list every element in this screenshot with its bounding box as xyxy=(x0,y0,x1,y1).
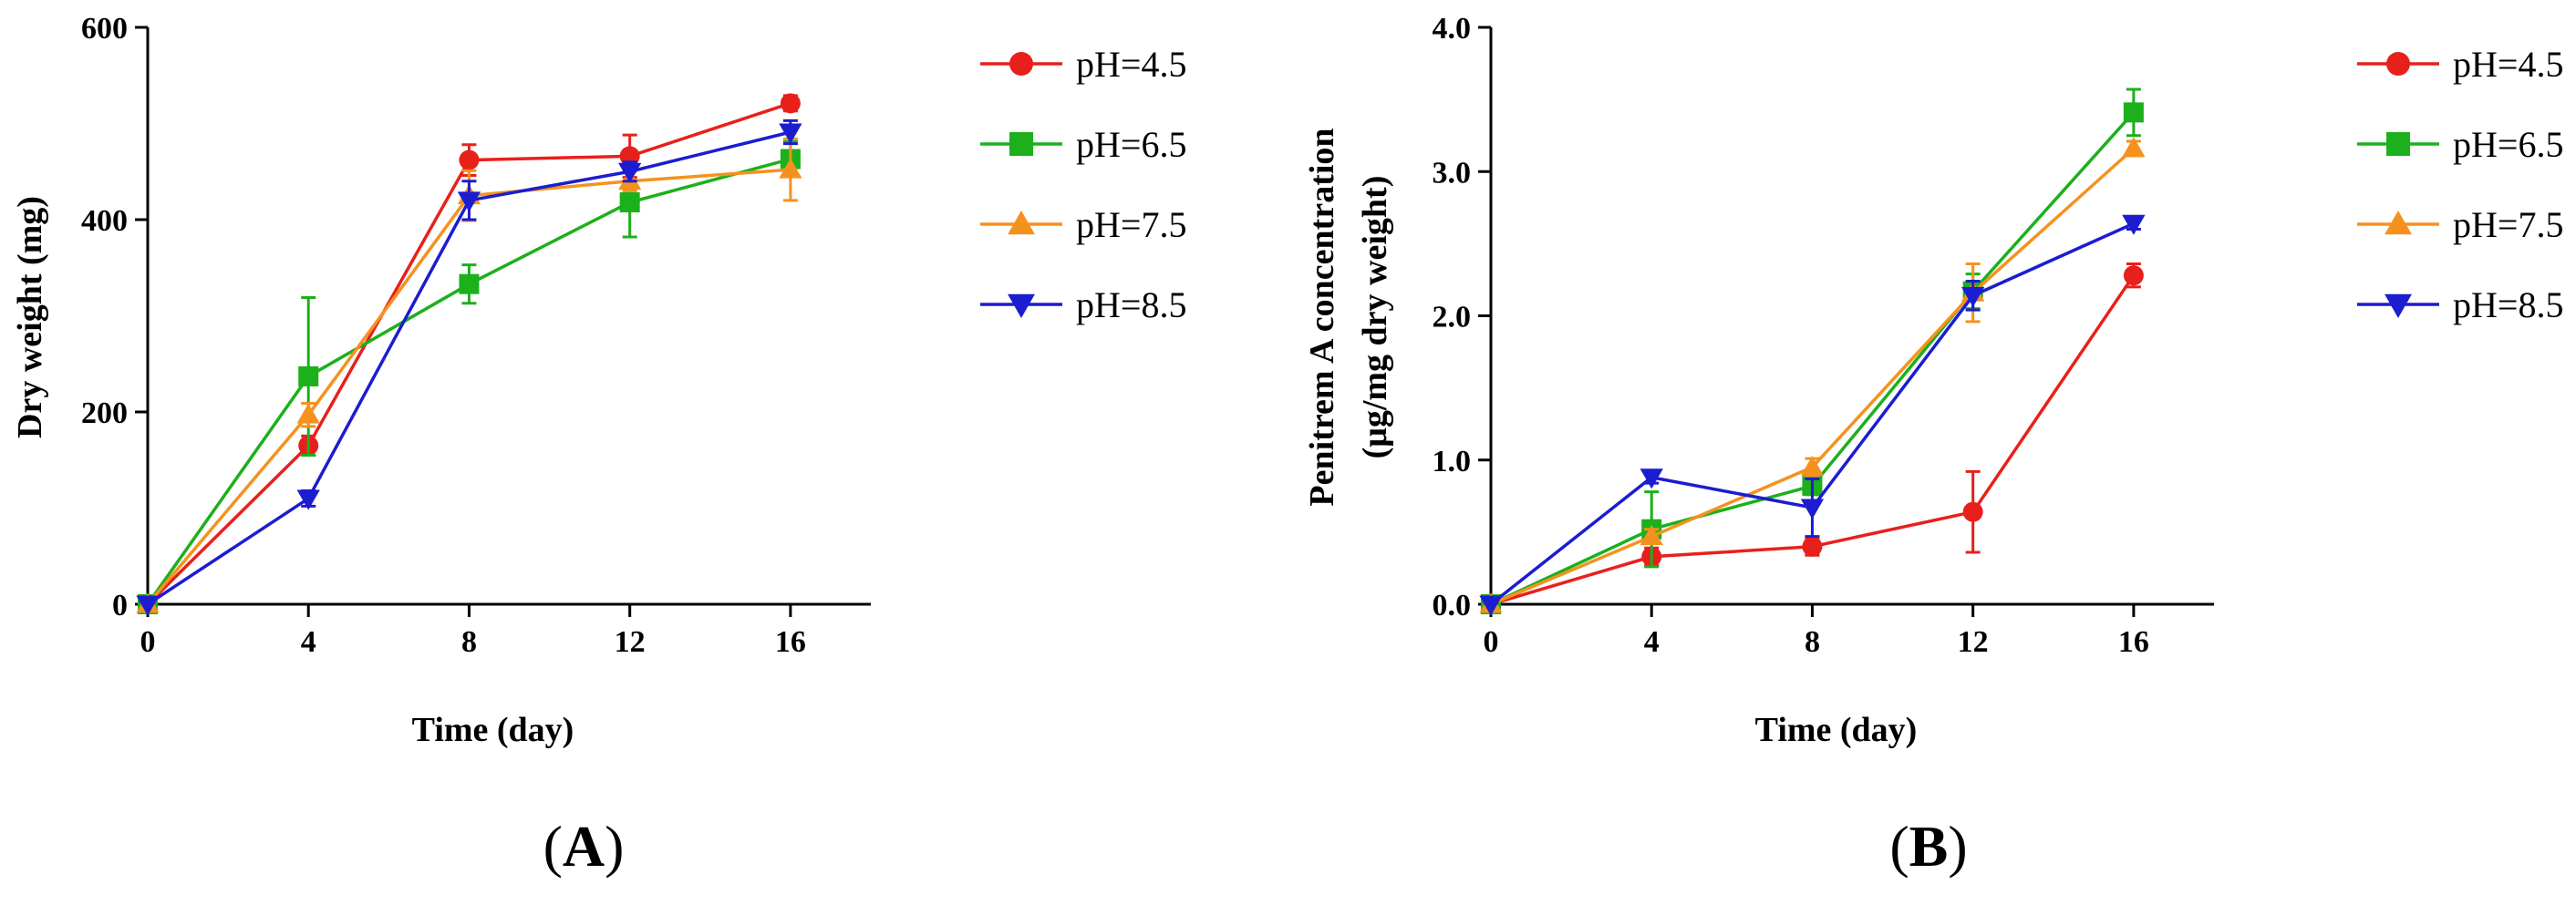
chart-a-data-point xyxy=(298,365,319,386)
chart-a-series-line xyxy=(146,157,791,606)
chart-b: 0 4 8 12 16 0.0 1.0 2.0 3.0 4.0 Time (day) Penitrem… xyxy=(1303,12,2563,879)
chart-a-legend-label: pH=7.5 xyxy=(1076,204,1186,245)
chart-a-data-point xyxy=(457,191,481,212)
chart-b-data-point xyxy=(2123,265,2144,286)
chart-a-series-pH=8.5 xyxy=(136,118,802,616)
chart-b-x-axis-label: Time (day) xyxy=(1755,711,1918,749)
chart-b-y-axis-label: (μg/mg dry weight) xyxy=(1356,176,1394,459)
chart-b-legend-marker xyxy=(2385,211,2412,235)
chart-b-y-tick-label: 3.0 xyxy=(1433,156,1472,190)
chart-a-x-tick-label: 4 xyxy=(301,625,316,659)
chart-b-panel-label: (B) xyxy=(1889,814,1967,879)
chart-b-legend-marker xyxy=(2385,293,2412,318)
chart-b-y-tick-label: 2.0 xyxy=(1433,301,1472,334)
chart-a-panel-label: (A) xyxy=(543,814,625,879)
chart-b-x-tick-label: 4 xyxy=(1644,625,1660,659)
chart-b-data-point xyxy=(1800,499,1825,519)
chart-a-data-point xyxy=(459,149,480,170)
chart-a-y-tick-label: 0 xyxy=(112,589,128,622)
chart-a-legend-label: pH=8.5 xyxy=(1076,284,1186,325)
chart-b-y-tick-label: 1.0 xyxy=(1433,445,1472,478)
chart-b-x-tick-label: 0 xyxy=(1484,625,1499,659)
chart-a-legend-marker xyxy=(1008,211,1035,235)
chart-b-data-point xyxy=(1640,524,1663,546)
chart-a-x-tick-label: 16 xyxy=(775,625,806,659)
chart-a-data-point xyxy=(296,489,320,510)
chart-b-data-point xyxy=(1640,468,1663,489)
chart-a-legend-marker xyxy=(1009,52,1033,76)
chart-b-data-point xyxy=(2122,137,2146,158)
chart-a-x-tick-label: 8 xyxy=(461,625,477,659)
chart-a-x-tick-label: 0 xyxy=(140,625,156,659)
chart-a-y-axis-label: Dry weight (mg) xyxy=(11,196,49,438)
chart-b-legend-label: pH=6.5 xyxy=(2453,124,2563,165)
chart-b-data-point xyxy=(1961,286,1985,307)
chart-a-y-tick-label: 400 xyxy=(81,204,128,238)
chart-a-x-axis-label: Time (day) xyxy=(412,711,574,749)
chart-b-legend-marker xyxy=(2386,132,2410,156)
chart-b-data-point xyxy=(1802,536,1823,557)
chart-b-y-tick-label: 4.0 xyxy=(1433,12,1472,46)
chart-b-series-pH=8.5 xyxy=(1479,214,2146,616)
chart-a-data-point xyxy=(780,93,801,114)
chart-b-x-tick-label: 12 xyxy=(1958,625,1989,659)
chart-a-legend-marker xyxy=(1008,293,1035,318)
chart-b-y-axis-label: Penitrem A concentration xyxy=(1303,128,1341,506)
chart-a: 0 4 8 12 16 0 200 400 600 Time (day) Dry weight (m… xyxy=(11,12,1186,879)
chart-a-y-tick-label: 200 xyxy=(81,396,128,430)
chart-b-data-point xyxy=(2122,214,2146,235)
chart-a-data-point xyxy=(136,595,160,616)
chart-b-y-tick-label: 0.0 xyxy=(1433,589,1472,622)
chart-a-data-point xyxy=(619,192,640,213)
chart-b-legend-label: pH=7.5 xyxy=(2453,204,2563,245)
chart-a-data-point xyxy=(779,123,802,144)
chart-a-y-tick-label: 600 xyxy=(81,12,128,46)
chart-a-data-point xyxy=(618,162,642,183)
chart-a-data-point xyxy=(779,158,802,179)
chart-b-data-point xyxy=(2123,102,2144,123)
chart-a-legend-label: pH=4.5 xyxy=(1076,44,1186,85)
chart-a-x-tick-label: 12 xyxy=(615,625,646,659)
chart-b-data-point xyxy=(1800,456,1825,477)
chart-a-legend-marker xyxy=(1009,132,1033,156)
chart-a-data-point xyxy=(296,403,320,424)
chart-b-data-point xyxy=(1479,595,1503,616)
chart-b-legend-label: pH=8.5 xyxy=(2453,284,2563,325)
chart-b-data-point xyxy=(1962,501,1983,522)
chart-a-legend-label: pH=6.5 xyxy=(1076,124,1186,165)
chart-b-x-tick-label: 8 xyxy=(1805,625,1820,659)
chart-b-legend-label: pH=4.5 xyxy=(2453,44,2563,85)
chart-b-legend-marker xyxy=(2386,52,2410,76)
chart-a-data-point xyxy=(459,273,480,294)
chart-b-x-tick-label: 16 xyxy=(2118,625,2149,659)
